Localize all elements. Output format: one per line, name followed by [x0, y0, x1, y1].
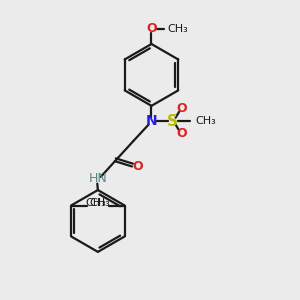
- Text: CH₃: CH₃: [168, 24, 188, 34]
- Text: O: O: [132, 160, 143, 173]
- Text: CH₃: CH₃: [85, 198, 106, 208]
- Text: HN: HN: [88, 172, 107, 185]
- Text: N: N: [146, 114, 157, 128]
- Text: S: S: [167, 114, 178, 129]
- Text: CH₃: CH₃: [195, 116, 216, 126]
- Text: O: O: [177, 127, 188, 140]
- Text: CH₃: CH₃: [90, 198, 110, 208]
- Text: O: O: [177, 102, 188, 115]
- Text: O: O: [146, 22, 157, 35]
